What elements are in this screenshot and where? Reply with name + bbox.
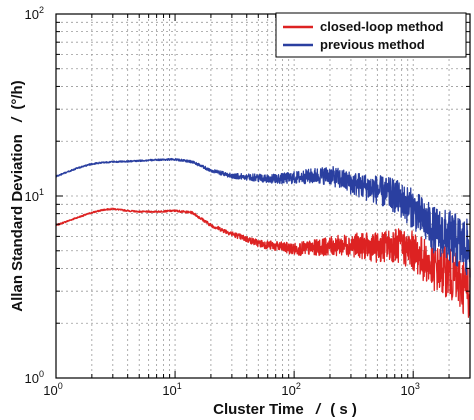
series-line-closed-loop: [55, 207, 471, 318]
axis-ticks: [55, 13, 471, 379]
series-line-previous: [55, 157, 471, 278]
x-tick-base: 10: [43, 383, 57, 398]
x-tick-exp: 0: [58, 381, 63, 391]
legend: closed-loop method previous method: [275, 12, 467, 58]
y-tick-base: 10: [25, 371, 39, 386]
x-axis-label-text: Cluster Time: [213, 401, 304, 418]
x-tick-base: 10: [400, 383, 414, 398]
y-tick-label: 101: [25, 187, 44, 204]
legend-box: [275, 12, 467, 58]
legend-label-previous: previous method: [320, 37, 425, 52]
x-axis-label-unit: ( s ): [330, 401, 357, 418]
x-tick-label: 102: [281, 381, 300, 398]
grid-lines: [55, 13, 471, 379]
x-tick-label: 103: [400, 381, 419, 398]
y-tick-exp: 0: [39, 369, 44, 379]
y-axis-label-text: Allan Standard Deviation: [9, 134, 26, 312]
y-tick-base: 10: [25, 7, 39, 22]
legend-label-closed-loop: closed-loop method: [320, 19, 444, 34]
x-tick-base: 10: [281, 383, 295, 398]
x-axis-label-symbol: /: [315, 401, 322, 418]
x-tick-label: 100: [43, 381, 62, 398]
x-tick-exp: 3: [415, 381, 420, 391]
y-tick-label: 100: [25, 369, 44, 386]
x-tick-label: 101: [162, 381, 181, 398]
y-tick-exp: 2: [39, 5, 44, 15]
y-tick-label: 102: [25, 5, 44, 22]
series-layer: [55, 157, 471, 318]
x-tick-exp: 1: [177, 381, 182, 391]
y-axis-label-symbol: /: [9, 116, 26, 123]
x-axis-label: Cluster Time / ( s ): [213, 401, 357, 418]
y-tick-exp: 1: [39, 187, 44, 197]
y-axis-label: Allan Standard Deviation / (°/h): [9, 80, 26, 311]
x-tick-exp: 2: [296, 381, 301, 391]
y-axis-label-unit: (°/h): [9, 80, 26, 109]
y-tick-base: 10: [25, 189, 39, 204]
x-tick-labels: 100 101 102 103: [43, 381, 420, 398]
x-tick-base: 10: [162, 383, 176, 398]
